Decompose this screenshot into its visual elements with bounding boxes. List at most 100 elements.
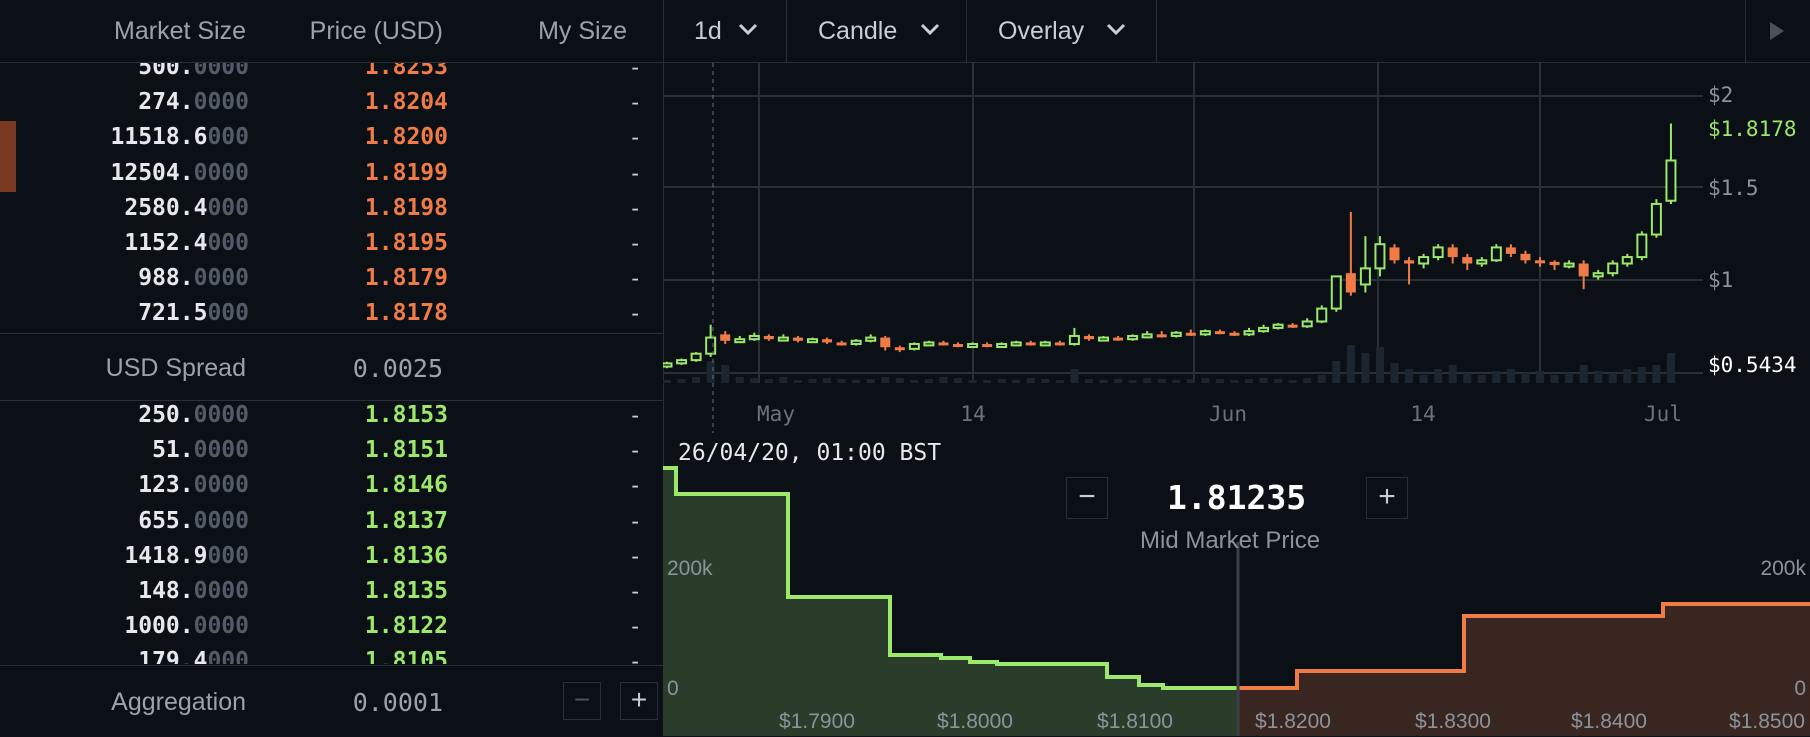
chart-type-dropdown[interactable]: Candle bbox=[786, 0, 967, 62]
order-price: 1.8151 bbox=[364, 437, 448, 464]
candle-up bbox=[705, 336, 717, 355]
ask-row[interactable]: 274.0000 1.8204 - bbox=[0, 85, 663, 120]
order-size-decimals: 000 bbox=[207, 300, 249, 327]
price-header: Price (USD) bbox=[309, 17, 443, 45]
order-size-main: 250. bbox=[138, 402, 194, 428]
candle-down bbox=[1113, 337, 1124, 341]
order-book: Market Size Price (USD) My Size 500.0000… bbox=[0, 0, 664, 736]
time-axis-label: May bbox=[757, 402, 795, 426]
depth-zoom-in-button[interactable]: + bbox=[1366, 477, 1408, 519]
candle-up bbox=[1330, 275, 1342, 310]
order-size-main: 123. bbox=[138, 472, 194, 499]
my-size-value: - bbox=[631, 230, 639, 256]
ask-row[interactable]: 1152.4000 1.8195 - bbox=[0, 226, 663, 261]
order-size-decimals: 0000 bbox=[193, 265, 249, 292]
bid-row[interactable]: 655.0000 1.8137 - bbox=[0, 504, 663, 539]
candle-up bbox=[1170, 331, 1182, 337]
bid-row[interactable]: 179.4000 1.8105 - bbox=[0, 644, 663, 664]
depth-zoom-out-button[interactable]: − bbox=[1066, 477, 1108, 519]
candle-down bbox=[1549, 261, 1560, 266]
candle-up bbox=[1665, 159, 1677, 202]
candle-up bbox=[1301, 320, 1313, 328]
order-size: 721.5000 bbox=[138, 300, 249, 326]
volume-bar bbox=[1623, 369, 1632, 383]
bid-row[interactable]: 123.0000 1.8146 - bbox=[0, 468, 663, 503]
chart-toolbar: 1d Candle Overlay bbox=[663, 0, 1810, 63]
ask-depth-bar bbox=[0, 121, 16, 192]
bid-row[interactable]: 1418.9000 1.8136 - bbox=[0, 539, 663, 574]
volume-bar bbox=[1652, 365, 1661, 383]
overlay-dropdown[interactable]: Overlay bbox=[966, 0, 1157, 62]
ask-row[interactable]: 500.0000 1.8253 - bbox=[0, 63, 663, 85]
candle-down bbox=[836, 342, 847, 346]
hover-date-readout: 26/04/20, 01:00 BST bbox=[678, 440, 942, 466]
volume-bar bbox=[692, 377, 701, 383]
order-price: 1.8146 bbox=[364, 472, 448, 499]
candle-up bbox=[734, 338, 746, 344]
candle-down bbox=[1535, 260, 1545, 264]
candle-down bbox=[1185, 332, 1196, 336]
interval-dropdown[interactable]: 1d bbox=[663, 0, 787, 62]
order-size-decimals: 000 bbox=[207, 230, 249, 256]
volume-bar bbox=[1099, 380, 1108, 383]
candle-up bbox=[1636, 233, 1648, 259]
candle-up bbox=[1010, 341, 1022, 347]
ask-row[interactable]: 988.0000 1.8179 - bbox=[0, 261, 663, 296]
volume-bar bbox=[881, 377, 890, 383]
aggregation-row: Aggregation 0.0001 − + bbox=[0, 665, 663, 737]
order-size-main: 1418.9 bbox=[124, 542, 208, 569]
order-size-main: 11518.6 bbox=[110, 124, 208, 151]
bid-row[interactable]: 250.0000 1.8153 - bbox=[0, 400, 663, 433]
volume-bar bbox=[1477, 375, 1486, 383]
order-size-main: 1152.4 bbox=[124, 230, 208, 256]
order-size-main: 148. bbox=[138, 578, 194, 604]
aggregation-increase-button[interactable]: + bbox=[620, 682, 658, 720]
volume-bar bbox=[954, 378, 962, 383]
volume-bar bbox=[677, 379, 686, 383]
bid-row[interactable]: 1000.0000 1.8122 - bbox=[0, 609, 663, 644]
order-size: 2580.4000 bbox=[124, 195, 249, 221]
candle-down bbox=[1520, 253, 1531, 261]
candle-down bbox=[894, 347, 905, 351]
my-size-value: - bbox=[631, 542, 639, 569]
ask-row[interactable]: 12504.0000 1.8199 - bbox=[0, 156, 663, 191]
order-size: 988.0000 bbox=[138, 265, 249, 291]
candle-up bbox=[923, 341, 935, 347]
volume-bar bbox=[1434, 369, 1443, 383]
order-price: 1.8135 bbox=[364, 578, 448, 604]
price-axis-label: $1.8178 bbox=[1708, 117, 1797, 141]
volume-bar bbox=[1215, 379, 1224, 383]
ask-row[interactable]: 11518.6000 1.8200 - bbox=[0, 120, 663, 155]
my-size-value: - bbox=[631, 159, 639, 186]
aggregation-decrease-button[interactable]: − bbox=[563, 682, 601, 720]
my-size-value: - bbox=[631, 507, 639, 534]
price-chart[interactable]: $2 $1.8178 $1.5 $1 $0.5434 May 14 Jun 14 Jul bbox=[663, 63, 1810, 433]
bid-row[interactable]: 148.0000 1.8135 - bbox=[0, 574, 663, 609]
order-price: 1.8178 bbox=[364, 300, 448, 327]
volume-bar bbox=[1114, 379, 1123, 383]
order-size-decimals: 000 bbox=[207, 542, 249, 569]
order-price: 1.8136 bbox=[364, 542, 448, 569]
play-button[interactable] bbox=[1745, 0, 1810, 62]
volume-bar bbox=[808, 379, 817, 383]
order-price: 1.8153 bbox=[364, 402, 448, 428]
bid-row[interactable]: 51.0000 1.8151 - bbox=[0, 433, 663, 468]
ask-row[interactable]: 2580.4000 1.8198 - bbox=[0, 191, 663, 226]
order-price: 1.8137 bbox=[364, 507, 448, 534]
candle-down bbox=[1505, 247, 1516, 254]
ask-row[interactable]: 721.5000 1.8178 - bbox=[0, 296, 663, 331]
volume-bar bbox=[1332, 361, 1341, 383]
depth-chart[interactable]: 200k 0 200k 0 $1.7900 $1.8000 $1.8100 $1.8200 $1… bbox=[663, 462, 1810, 736]
candle-down bbox=[1287, 324, 1298, 328]
order-price: 1.8195 bbox=[364, 230, 448, 256]
candle-down bbox=[763, 335, 774, 340]
bid-depth-line bbox=[663, 466, 1238, 690]
volume-bar bbox=[721, 365, 730, 383]
candle-up bbox=[663, 362, 673, 368]
volume-bar bbox=[1157, 379, 1166, 383]
overlay-label: Overlay bbox=[998, 17, 1085, 45]
candle-down bbox=[953, 344, 963, 348]
candle-down bbox=[1345, 273, 1356, 293]
price-axis-label: $0.5434 bbox=[1708, 353, 1797, 377]
my-size-value: - bbox=[631, 437, 639, 464]
